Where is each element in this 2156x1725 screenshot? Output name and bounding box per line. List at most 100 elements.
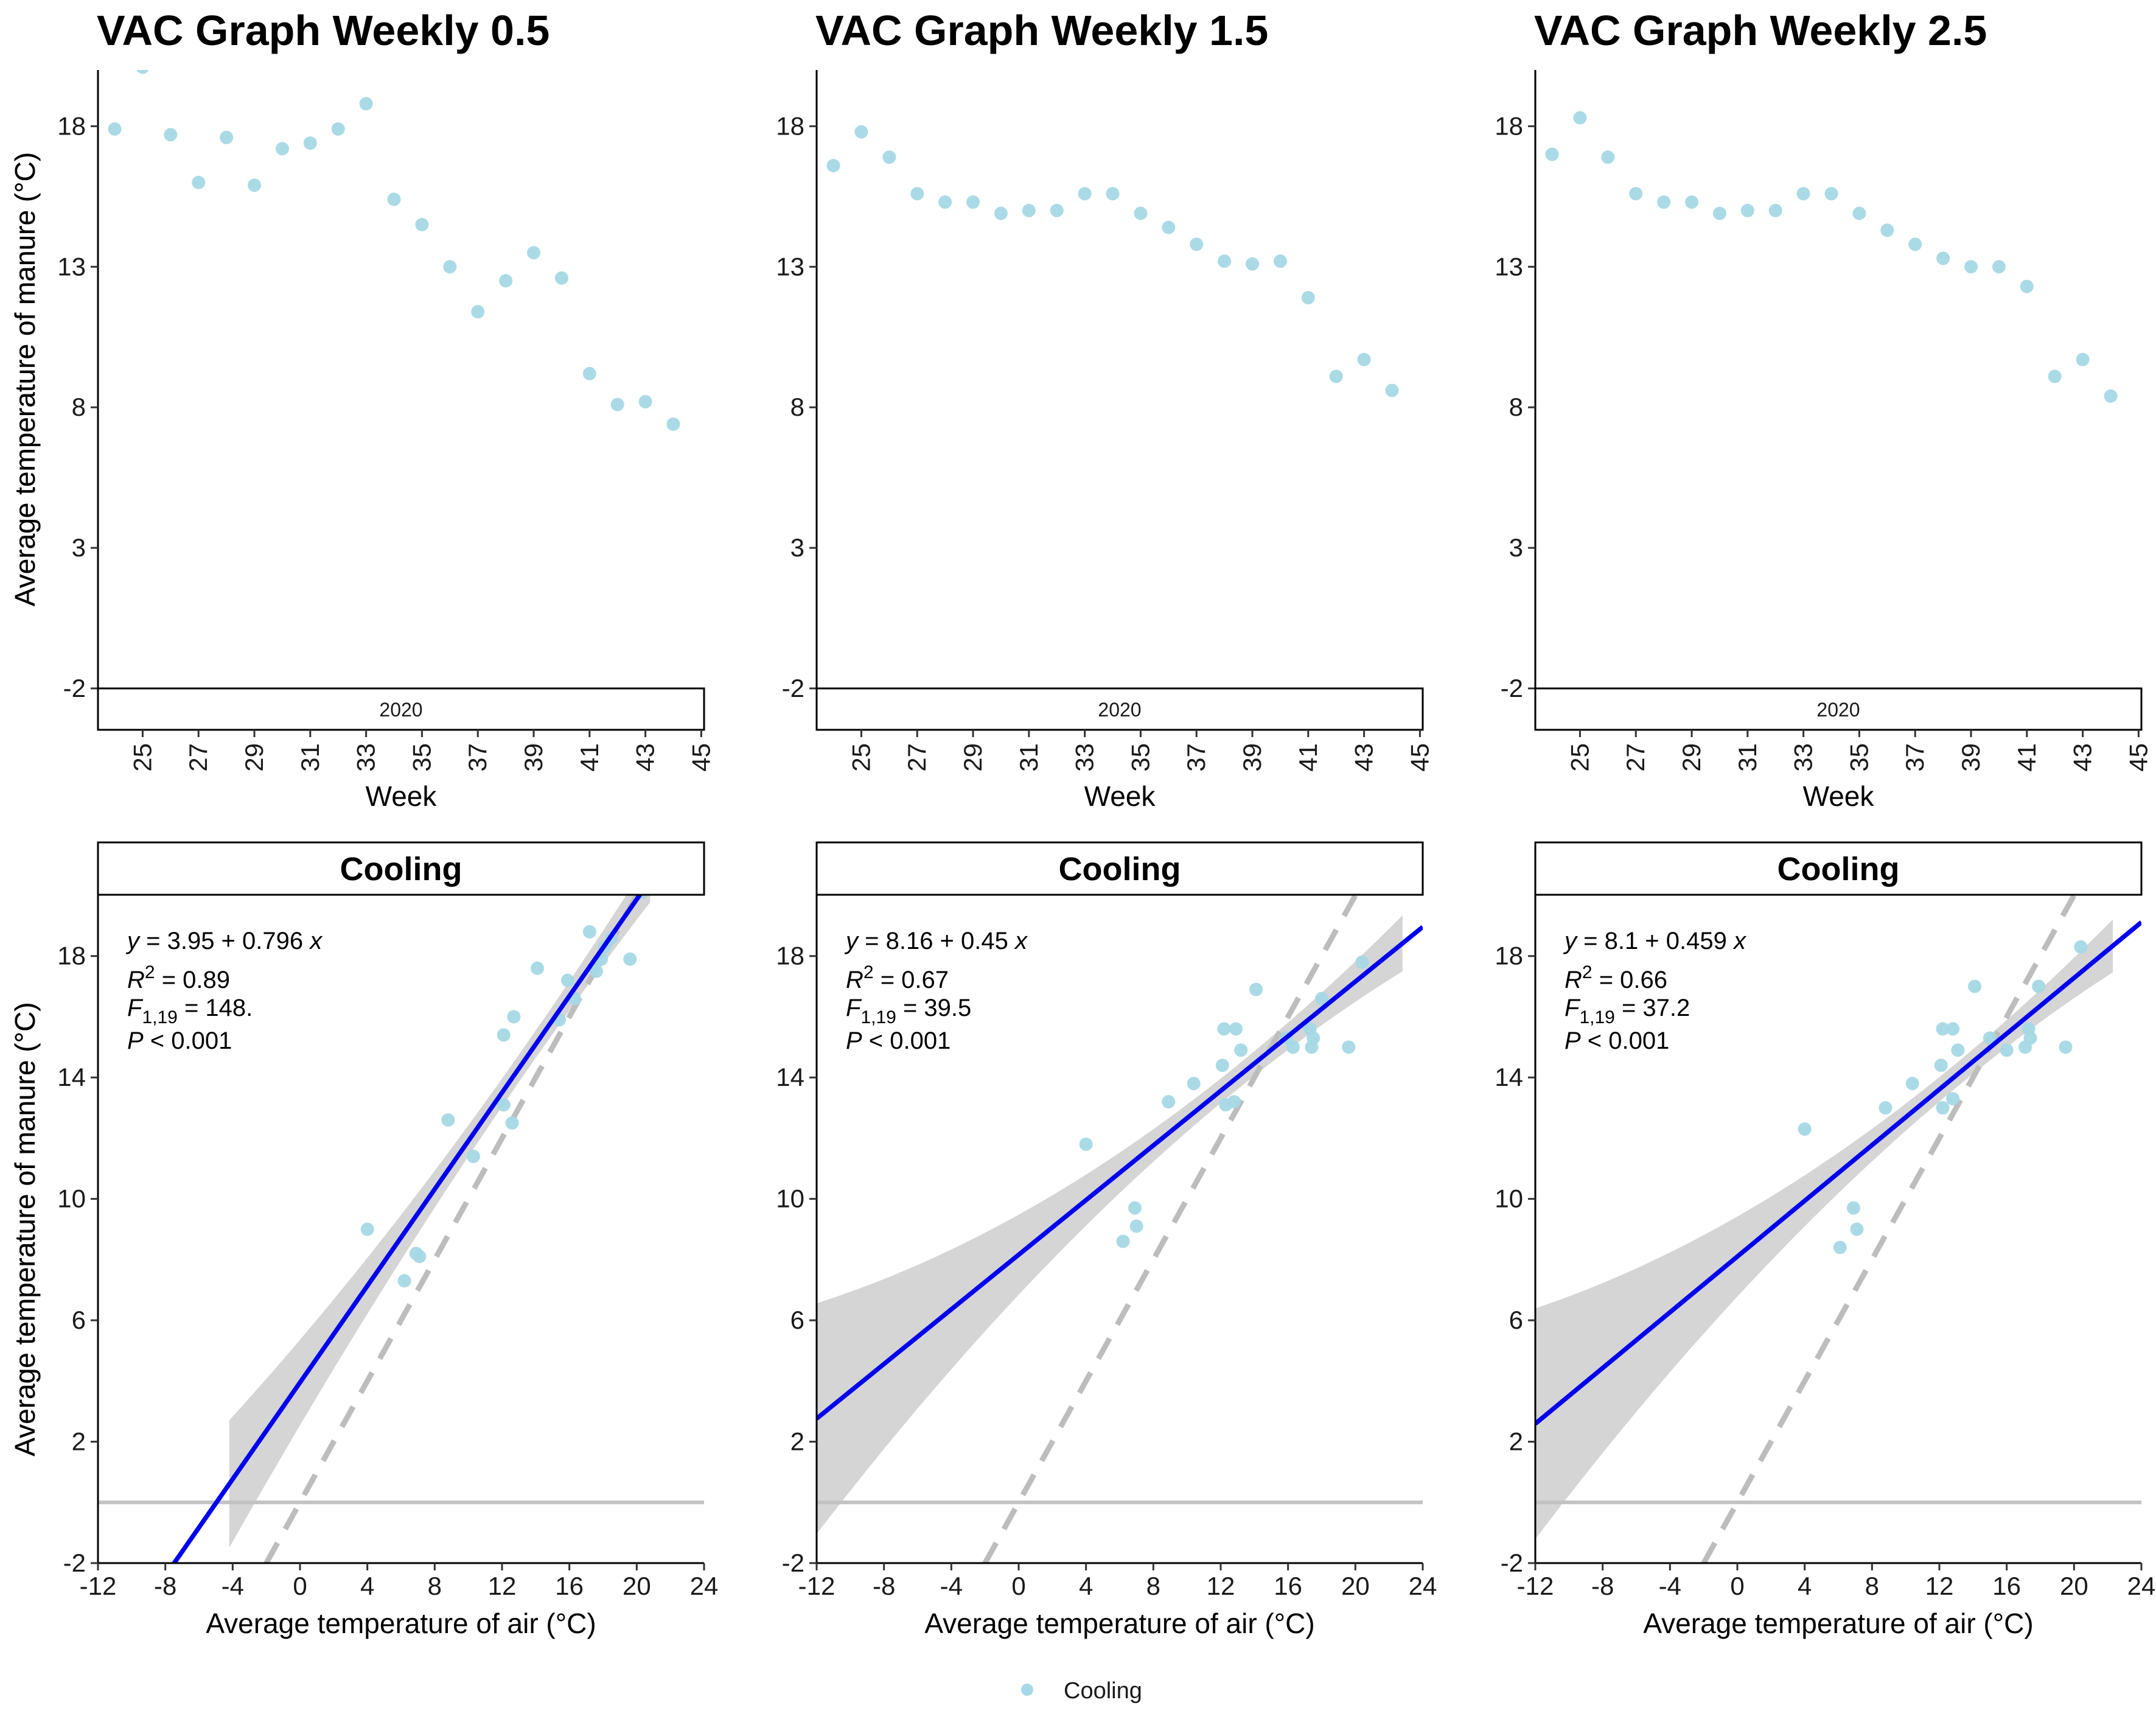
facet-strip-label: 2020: [379, 699, 422, 721]
x-tick-label: 8: [428, 1572, 442, 1600]
y-tick-label: 3: [1509, 533, 1523, 562]
eq-body: = 3.95 + 0.796: [139, 928, 310, 954]
data-point-16: [527, 246, 541, 260]
data-point-7: [994, 206, 1008, 220]
x-axis-title: Average temperature of air (°C): [924, 1608, 1314, 1639]
data-point-7: [1215, 1058, 1229, 1072]
data-point-16: [1246, 257, 1260, 271]
y-tick-label: 8: [72, 393, 86, 421]
y-axis-title: Average temperature of manure (°C): [9, 1002, 41, 1456]
data-point-3: [1128, 1201, 1142, 1215]
eq-body: = 8.1 + 0.459: [1577, 928, 1734, 954]
data-point-3: [164, 128, 178, 142]
data-point-20: [1357, 352, 1371, 366]
data-point-19: [2048, 369, 2062, 383]
data-point-12: [1134, 206, 1148, 220]
chart-title: VAC Graph Weekly 1.5: [815, 7, 1268, 54]
data-point-6: [1187, 1077, 1201, 1091]
p-value: P < 0.001: [1565, 1027, 1669, 1054]
x-tick-label: -12: [1517, 1572, 1554, 1600]
data-point-11: [1106, 187, 1120, 201]
f-subscript: 1,19: [860, 1007, 896, 1027]
facet-strip: [97, 687, 705, 731]
x-tick-label: 16: [555, 1572, 584, 1600]
data-point-4: [413, 1250, 427, 1264]
data-point-12: [415, 218, 429, 231]
data-point-19: [1329, 369, 1343, 383]
x-tick-label: 37: [463, 743, 492, 772]
y-tick-label: 10: [57, 1184, 86, 1213]
x-tick-label: 45: [2124, 743, 2152, 772]
data-point-3: [1846, 1201, 1860, 1215]
facet-strip-label: Cooling: [340, 851, 462, 887]
data-point-5: [1162, 1095, 1176, 1109]
y-tick-label: 18: [57, 111, 86, 140]
p-symbol: P: [127, 1027, 144, 1054]
x-tick-label: 41: [1294, 743, 1322, 772]
regression-line: [1535, 920, 2141, 1426]
data-point-6: [1905, 1077, 1919, 1091]
facet-strip: [97, 841, 705, 896]
data-point-11: [1824, 187, 1838, 201]
y-tick-label: 6: [790, 1306, 804, 1334]
data-point-19: [610, 397, 624, 411]
x-tick-label: 12: [1925, 1572, 1954, 1600]
data-point-8: [1022, 203, 1036, 217]
data-point-13: [582, 925, 596, 939]
data-point-21: [2074, 940, 2088, 954]
data-point-3: [1601, 150, 1615, 164]
data-point-9: [505, 1116, 519, 1130]
x-tick-label: 8: [1865, 1572, 1879, 1600]
y-tick-label: 6: [1509, 1306, 1523, 1334]
x-axis-title: Week: [1803, 780, 1875, 812]
data-point-13: [1249, 982, 1263, 996]
data-point-5: [1879, 1101, 1893, 1115]
y-axis-title: Average temperature of manure (°C): [9, 152, 41, 606]
legend-label: Cooling: [1064, 1678, 1142, 1704]
data-point-20: [2076, 352, 2090, 366]
chart-title: VAC Graph Weekly 0.5: [97, 7, 549, 54]
data-point-1: [108, 122, 122, 136]
legend-key-point: [1021, 1684, 1033, 1696]
x-tick-label: 35: [407, 743, 436, 772]
r-superscript: 2: [863, 962, 874, 982]
data-point-5: [1657, 195, 1671, 209]
y-tick-label: -2: [1501, 1548, 1523, 1577]
data-point-5: [220, 130, 234, 144]
y-tick-label: 18: [776, 942, 804, 970]
plot-area: [826, 125, 1399, 397]
p-symbol: P: [846, 1027, 862, 1054]
data-point-21: [1355, 955, 1369, 969]
x-tick-label: 20: [623, 1572, 651, 1600]
x-tick-label: 24: [690, 1572, 719, 1600]
data-point-4: [1129, 1219, 1143, 1233]
plot-area: [817, 895, 1423, 1563]
data-point-1: [1545, 147, 1559, 161]
f-value: = 37.2: [1615, 995, 1690, 1021]
data-point-5: [938, 195, 952, 209]
x-tick-label: -4: [222, 1572, 244, 1600]
chart-panel-1: VAC Graph Weekly 0.5 -2 3 8 13 18 Average temp…: [9, 7, 715, 812]
r-superscript: 2: [145, 962, 155, 982]
facet-strip: [1534, 687, 2143, 731]
data-point-20: [589, 964, 603, 978]
r-value: = 0.89: [155, 967, 230, 993]
f-statistic: F1,19 = 37.2: [1565, 995, 1690, 1027]
y-axis-title: Average temperature of manure (°C): [9, 152, 41, 606]
y-tick-label: 2: [790, 1427, 804, 1456]
p-value: P < 0.001: [846, 1027, 951, 1054]
data-point-13: [443, 260, 457, 274]
x-tick-label: 35: [1126, 743, 1154, 772]
chart-title: VAC Graph Weekly 2.5: [1534, 7, 1987, 54]
data-point-13: [1968, 979, 1982, 993]
x-tick-label: 33: [1070, 743, 1099, 772]
plot-area: [1535, 895, 2141, 1563]
f-symbol: F: [846, 995, 862, 1021]
regression-equation: y = 8.1 + 0.459 x: [1563, 928, 1747, 954]
data-point-15: [1286, 1040, 1300, 1054]
x-tick-label: 4: [1798, 1572, 1812, 1600]
data-point-8: [1217, 1022, 1231, 1036]
data-point-18: [1301, 291, 1315, 305]
